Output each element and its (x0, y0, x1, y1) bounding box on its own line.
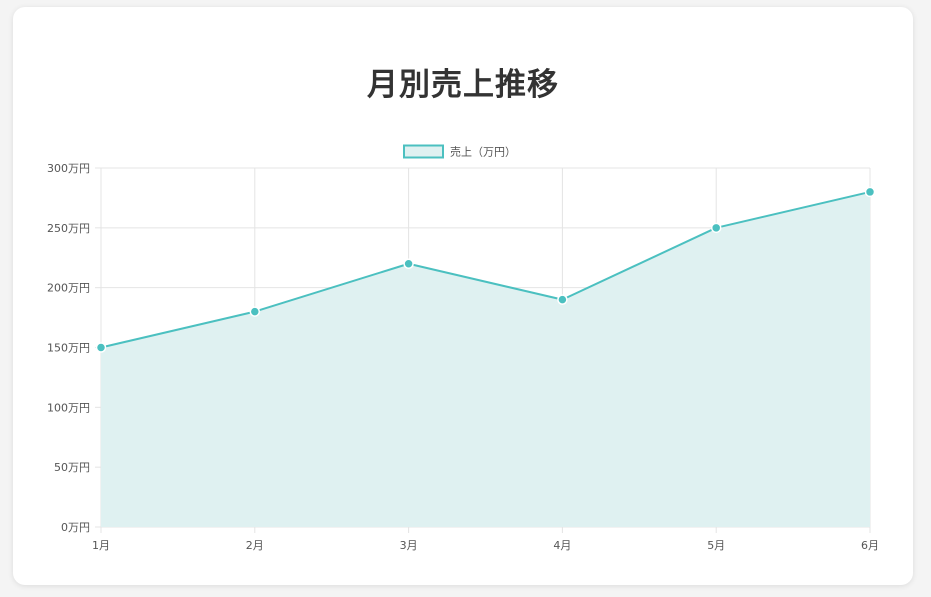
data-points (95, 186, 876, 353)
x-tick-label: 6月 (861, 539, 879, 552)
data-point (864, 186, 876, 198)
y-tick-label: 250万円 (47, 222, 90, 235)
data-point (249, 306, 261, 317)
axes: 0万円 50万円 100万円 150万円 200万円 250万円 300万円 1月 2月 3月 4月… (47, 162, 879, 552)
chart-title: 月別売上推移 (367, 67, 559, 103)
y-tick-label: 0万円 (61, 521, 90, 534)
legend-swatch (403, 144, 444, 159)
data-point (95, 342, 107, 353)
area-fill (101, 191, 870, 527)
y-tick-label: 50万円 (54, 461, 90, 474)
x-tick-label: 1月 (92, 539, 110, 552)
y-tick-label: 150万円 (47, 342, 90, 355)
x-tick-label: 5月 (707, 539, 725, 552)
data-point (710, 222, 722, 234)
y-tick-label: 100万円 (47, 401, 90, 414)
y-tick-label: 200万円 (47, 282, 90, 295)
data-point (557, 294, 568, 305)
area-series (100, 190, 871, 527)
legend[interactable]: 売上（万円） (403, 144, 516, 159)
x-tick-label: 2月 (246, 539, 264, 552)
y-tick-label: 300万円 (47, 162, 90, 175)
x-tick-label: 3月 (400, 539, 418, 552)
data-point (403, 258, 414, 269)
x-tick-label: 4月 (553, 539, 571, 552)
legend-label: 売上（万円） (450, 146, 516, 159)
series-line (100, 190, 871, 349)
